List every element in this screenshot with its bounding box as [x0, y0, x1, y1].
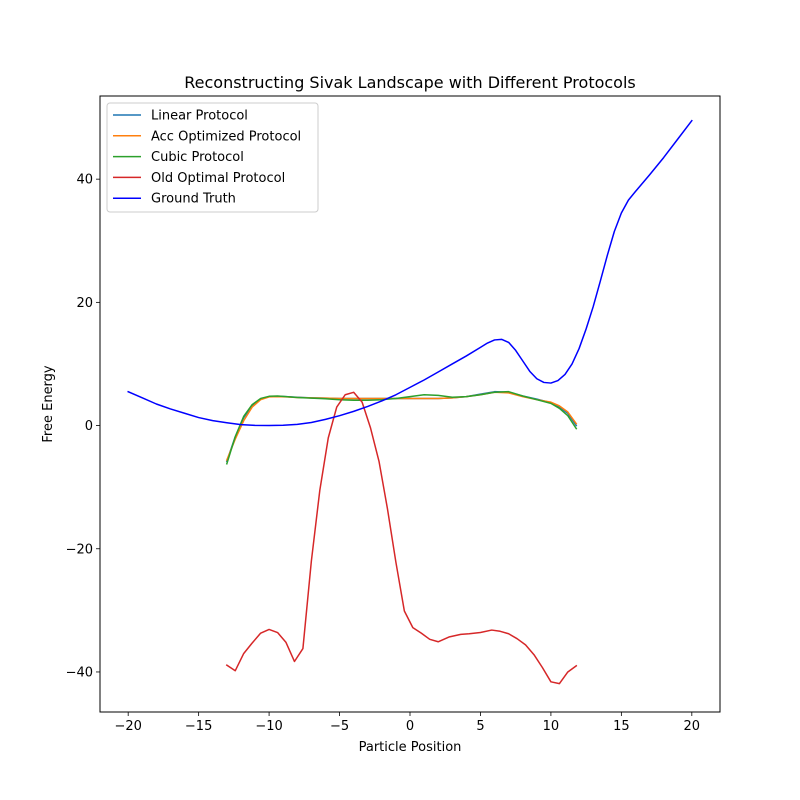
- y-tick-label: −40: [66, 665, 93, 680]
- legend-label-acc-optimized-protocol: Acc Optimized Protocol: [151, 129, 301, 144]
- x-tick-label: 5: [476, 719, 484, 734]
- x-tick-label: −5: [330, 719, 349, 734]
- series-line-old-optimal-protocol: [225, 391, 578, 685]
- legend-items: Linear Protocol Acc Optimized Protocol Cub…: [113, 109, 301, 207]
- x-tick-label: 15: [613, 719, 630, 734]
- x-tick-label: 0: [406, 719, 414, 734]
- x-tick-label: 10: [543, 719, 560, 734]
- y-tick-label: −20: [66, 542, 93, 557]
- legend-label-ground-truth: Ground Truth: [151, 192, 236, 207]
- series-line-cubic-protocol: [225, 390, 578, 465]
- x-axis-label: Particle Position: [359, 740, 462, 755]
- series-line-ground-truth: [127, 119, 693, 427]
- x-axis-ticks: −20 −15 −10 −5 0 5 10 15 20: [114, 712, 700, 734]
- chart-title: Reconstructing Sivak Landscape with Diff…: [184, 73, 636, 92]
- x-tick-label: 20: [684, 719, 701, 734]
- y-tick-label: 20: [76, 296, 93, 311]
- y-tick-label: 0: [85, 419, 93, 434]
- y-axis-label: Free Energy: [41, 365, 56, 443]
- y-axis-ticks: −40 −20 0 20 40: [66, 173, 100, 680]
- x-tick-label: −10: [255, 719, 282, 734]
- legend-label-old-optimal-protocol: Old Optimal Protocol: [151, 171, 285, 186]
- y-tick-label: 40: [76, 173, 93, 188]
- legend: Linear Protocol Acc Optimized Protocol Cub…: [106, 102, 319, 213]
- x-tick-label: −20: [114, 719, 141, 734]
- legend-label-cubic-protocol: Cubic Protocol: [151, 150, 244, 165]
- series-layer: [127, 119, 693, 685]
- legend-box: [106, 102, 319, 213]
- x-tick-label: −15: [185, 719, 212, 734]
- legend-label-linear-protocol: Linear Protocol: [151, 109, 248, 124]
